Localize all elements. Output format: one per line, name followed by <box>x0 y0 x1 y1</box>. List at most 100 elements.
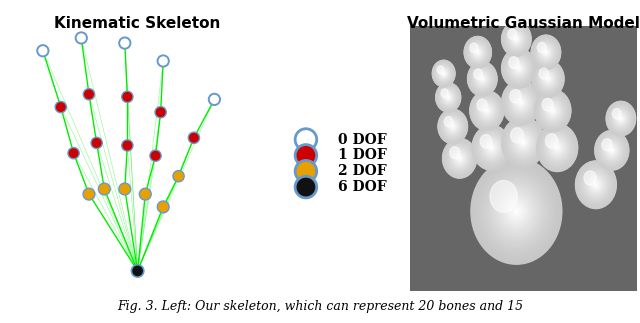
Circle shape <box>544 74 552 84</box>
Circle shape <box>504 120 543 165</box>
Circle shape <box>99 183 110 195</box>
Circle shape <box>602 138 622 162</box>
Circle shape <box>442 72 445 75</box>
Circle shape <box>548 137 566 158</box>
Circle shape <box>608 104 634 133</box>
Circle shape <box>548 137 567 159</box>
Circle shape <box>476 98 498 123</box>
Circle shape <box>537 42 555 63</box>
Circle shape <box>450 123 456 130</box>
Circle shape <box>537 92 569 129</box>
Circle shape <box>504 25 528 53</box>
Circle shape <box>451 148 468 168</box>
Circle shape <box>542 130 573 166</box>
Circle shape <box>578 164 614 205</box>
Circle shape <box>487 142 496 153</box>
Circle shape <box>445 93 452 101</box>
Circle shape <box>510 58 527 78</box>
Circle shape <box>479 75 486 83</box>
Circle shape <box>513 208 520 215</box>
Circle shape <box>442 114 463 139</box>
Circle shape <box>511 60 525 77</box>
Circle shape <box>442 113 464 140</box>
Circle shape <box>600 137 623 164</box>
Circle shape <box>446 119 459 134</box>
Circle shape <box>543 99 563 123</box>
Circle shape <box>609 104 633 133</box>
Circle shape <box>538 42 554 62</box>
Circle shape <box>483 107 490 115</box>
Circle shape <box>455 153 464 163</box>
Circle shape <box>509 126 537 158</box>
Circle shape <box>441 113 465 140</box>
Circle shape <box>603 140 621 161</box>
Circle shape <box>520 139 526 146</box>
Circle shape <box>533 38 559 67</box>
Circle shape <box>544 101 561 120</box>
Circle shape <box>503 50 534 87</box>
Circle shape <box>480 135 492 148</box>
Circle shape <box>505 121 541 163</box>
Circle shape <box>443 72 445 75</box>
Circle shape <box>543 72 554 85</box>
Circle shape <box>442 90 454 104</box>
Circle shape <box>535 40 557 65</box>
Circle shape <box>513 130 533 154</box>
Circle shape <box>465 37 491 68</box>
Circle shape <box>509 126 538 159</box>
Circle shape <box>508 55 530 81</box>
Circle shape <box>536 41 556 64</box>
Circle shape <box>433 61 454 86</box>
Circle shape <box>436 64 452 83</box>
Circle shape <box>545 51 547 54</box>
Circle shape <box>504 83 538 122</box>
Circle shape <box>516 38 517 40</box>
Circle shape <box>468 62 497 96</box>
Circle shape <box>540 127 575 168</box>
Circle shape <box>475 129 508 167</box>
Circle shape <box>444 93 452 102</box>
Circle shape <box>506 86 536 120</box>
Circle shape <box>544 50 548 55</box>
Circle shape <box>490 180 543 242</box>
Circle shape <box>616 113 626 124</box>
Circle shape <box>614 110 628 127</box>
Circle shape <box>440 111 466 142</box>
Circle shape <box>616 112 627 125</box>
Text: 2 DOF: 2 DOF <box>338 164 386 178</box>
Circle shape <box>449 121 457 131</box>
Circle shape <box>481 77 484 80</box>
Circle shape <box>442 114 464 140</box>
Circle shape <box>470 65 494 93</box>
Circle shape <box>476 50 480 55</box>
Circle shape <box>615 112 627 125</box>
Circle shape <box>543 48 549 56</box>
Circle shape <box>474 48 481 57</box>
Circle shape <box>543 132 571 163</box>
Circle shape <box>587 174 605 195</box>
Circle shape <box>538 66 559 91</box>
Circle shape <box>511 128 536 157</box>
Circle shape <box>504 51 533 85</box>
Circle shape <box>541 130 573 166</box>
Circle shape <box>440 69 447 78</box>
Circle shape <box>480 103 493 119</box>
Circle shape <box>486 142 496 153</box>
Circle shape <box>484 174 548 248</box>
Circle shape <box>540 45 552 60</box>
Circle shape <box>511 32 522 46</box>
Circle shape <box>508 87 534 119</box>
Circle shape <box>542 72 554 86</box>
Circle shape <box>451 124 455 129</box>
Circle shape <box>442 71 445 76</box>
Circle shape <box>495 186 538 236</box>
Circle shape <box>481 135 502 160</box>
Circle shape <box>519 138 527 147</box>
Circle shape <box>476 163 557 259</box>
Circle shape <box>505 52 532 84</box>
Circle shape <box>438 67 450 80</box>
Circle shape <box>480 76 484 81</box>
Circle shape <box>498 190 534 233</box>
Circle shape <box>478 132 505 163</box>
Circle shape <box>446 119 460 134</box>
